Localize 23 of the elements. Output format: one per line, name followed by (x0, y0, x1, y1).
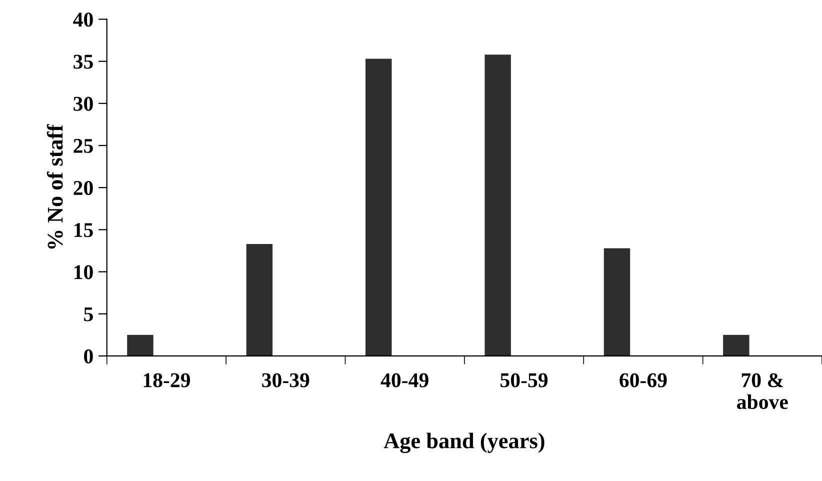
y-tick-label: 0 (84, 349, 93, 364)
x-tick-label: 60-69 (620, 373, 667, 388)
y-tick-label: 10 (74, 265, 93, 280)
x-tick-label: 70 & above (737, 373, 788, 410)
y-tick-label: 30 (74, 96, 93, 111)
bar (127, 334, 154, 356)
x-tick-label: 50-59 (500, 373, 548, 388)
bar (484, 54, 511, 356)
x-tick-label: 40-49 (380, 373, 428, 388)
y-tick-label: 15 (74, 223, 93, 238)
y-tick-label: 25 (74, 138, 93, 153)
y-axis-title: % No of staff (46, 124, 63, 249)
bar (604, 248, 630, 356)
bar (366, 58, 392, 356)
bar (246, 244, 273, 356)
y-tick-label: 40 (73, 12, 93, 27)
x-tick-label: 30-39 (262, 373, 310, 388)
y-tick-label: 35 (74, 54, 93, 69)
y-tick-label: 5 (84, 307, 93, 322)
x-axis-title: Age band (years) (384, 432, 544, 454)
y-tick-label: 20 (74, 180, 93, 196)
bar (723, 334, 750, 356)
x-tick-label: 18-29 (144, 373, 190, 388)
